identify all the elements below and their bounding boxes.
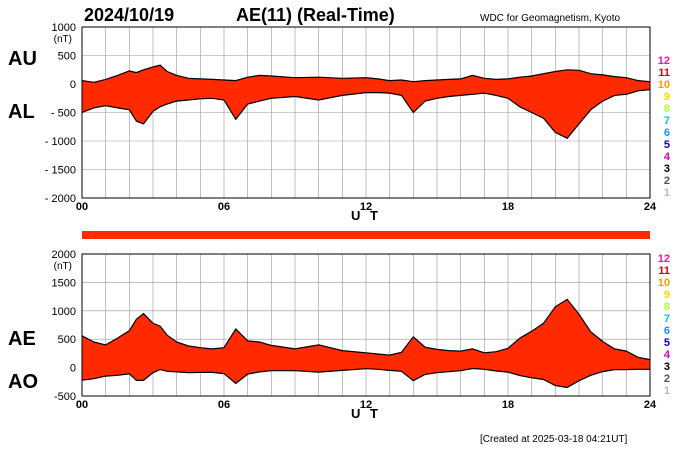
legend-station-number: 5 [664, 139, 670, 151]
created-timestamp: [Created at 2025-03-18 04:21UT] [480, 434, 628, 445]
legend-station-number: 1 [664, 385, 670, 397]
source-label: WDC for Geomagnetism, Kyoto [480, 13, 620, 24]
legend-station-number: 5 [664, 337, 670, 349]
x-tick-label: 12 [360, 201, 372, 213]
series-band-fill [82, 299, 650, 388]
legend-station-number: 12 [658, 55, 670, 67]
x-tick-label: 24 [644, 201, 657, 213]
x-axis-label: U T [351, 208, 381, 223]
x-tick-label: 06 [218, 399, 230, 411]
legend-station-number: 9 [664, 91, 670, 103]
ae-ao-panel: 2000 1500 1000 500 0 -500 (nT) 00 06 12 18 24 U T AE A… [8, 249, 657, 421]
legend-station-number: 2 [664, 175, 670, 187]
series-line-ao [81, 367, 650, 389]
series-line-ae [81, 298, 651, 361]
y-tick-label: 500 [58, 51, 76, 63]
legend-station-number: 8 [664, 103, 670, 115]
y-tick-label: - 1500 [45, 165, 76, 177]
x-tick-label: 06 [218, 201, 230, 213]
legend-station-number: 10 [658, 79, 670, 91]
figure-title: AE(11) (Real-Time) [236, 5, 395, 25]
legend-station-number: 1 [664, 187, 670, 199]
y-tick-label: - 1000 [45, 136, 76, 148]
y-tick-label: 500 [58, 334, 76, 346]
legend-station-number: 4 [664, 349, 671, 361]
upper-series-label: AU [8, 48, 37, 70]
legend-station-number: 7 [664, 115, 670, 127]
y-tick-label: 1500 [52, 277, 76, 289]
plot-frame [81, 26, 651, 199]
x-tick-label: 00 [76, 201, 88, 213]
legend-station-number: 6 [664, 325, 670, 337]
series-band-fill [82, 65, 650, 139]
upper-series-label: AE [8, 328, 36, 350]
x-tick-label: 12 [360, 399, 372, 411]
series-line-al [81, 89, 651, 139]
y-tick-label: -500 [54, 391, 76, 403]
x-tick-label: 18 [502, 399, 514, 411]
date-heading: 2024/10/19 [84, 5, 174, 25]
y-tick-label: - 2000 [45, 193, 76, 205]
legend-station-number: 9 [664, 289, 670, 301]
y-tick-label: - 500 [51, 108, 76, 120]
lower-series-label: AO [8, 371, 38, 393]
x-tick-label: 18 [502, 201, 514, 213]
legend-station-number: 3 [664, 361, 670, 373]
legend-station-number: 4 [664, 151, 671, 163]
y-tick-label: 1000 [52, 306, 76, 318]
plot-frame [81, 253, 651, 397]
series-line-au [81, 64, 651, 83]
lower-series-label: AL [8, 101, 35, 123]
y-unit-label: (nT) [54, 261, 72, 272]
y-tick-label: 2000 [52, 249, 76, 261]
x-axis-label: U T [351, 406, 381, 421]
legend-station-number: 10 [658, 277, 670, 289]
legend-station-number: 6 [664, 127, 670, 139]
y-tick-label: 0 [70, 79, 76, 91]
y-tick-label: 0 [70, 363, 76, 375]
legend-station-number: 2 [664, 373, 670, 385]
y-unit-label: (nT) [54, 34, 72, 45]
au-al-panel: 1000 500 0 - 500 - 1000 - 1500 - 2000 (nT) 00 06 1… [8, 22, 657, 223]
legend-station-number: 7 [664, 313, 670, 325]
legend-station-number: 11 [658, 67, 670, 79]
legend-station-number: 12 [658, 253, 670, 265]
x-tick-label: 24 [644, 399, 657, 411]
separator-bar [82, 231, 650, 239]
legend-station-number: 3 [664, 163, 670, 175]
x-tick-label: 00 [76, 399, 88, 411]
legend-station-number: 8 [664, 301, 670, 313]
y-tick-label: 1000 [52, 22, 76, 34]
legend-station-number: 11 [658, 265, 670, 277]
